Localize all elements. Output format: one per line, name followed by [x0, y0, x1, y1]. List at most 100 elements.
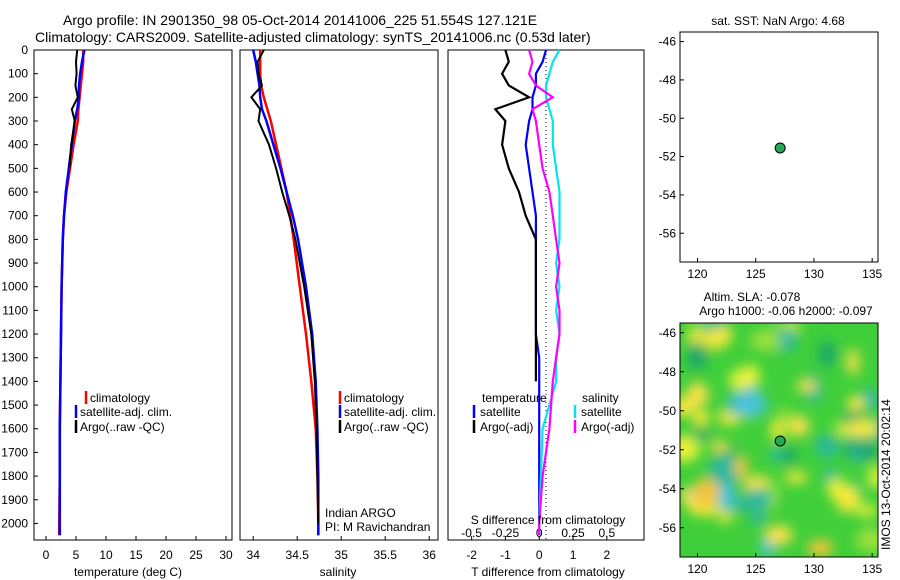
difference-xlabel-top: S difference from climatology [471, 513, 626, 527]
sla-blob [782, 446, 798, 465]
legend-climatology-label: climatology [90, 391, 150, 405]
y-tick-label: -54 [659, 188, 677, 202]
x-tick-label: 0 [536, 548, 543, 562]
series-line-satellite-adj-clim- [58, 49, 86, 536]
depth-tick-label: 1300 [1, 351, 28, 365]
sla-axes: 120 125 130 135 -46 -48 -50 -52 -54 -56 [659, 326, 883, 576]
salinity-legend: climatology satellite-adj. clim. Argo(..… [338, 391, 436, 434]
series-line-salinity-argo-adj- [527, 49, 561, 536]
y-tick-label: -48 [659, 73, 677, 87]
sla-blob [846, 396, 865, 412]
sla-blob [728, 369, 754, 391]
sla-plot-area [679, 322, 879, 558]
s-tick-label: -0.25 [492, 526, 520, 540]
sla-blob [686, 382, 709, 407]
x-tick-label: 135 [862, 267, 882, 281]
salinity-xlabel: salinity [320, 565, 357, 579]
depth-tick-label: 600 [8, 185, 28, 199]
depth-tick-label: 700 [8, 209, 28, 223]
sla-blob [690, 429, 713, 440]
sla-blob [846, 418, 878, 438]
depth-tick-label: 1000 [1, 280, 28, 294]
x-tick-label: 0 [43, 548, 50, 562]
difference-xlabel: T difference from climatology [471, 565, 625, 579]
y-tick-label: -54 [659, 482, 677, 496]
depth-tick-label: 1400 [1, 374, 28, 388]
sla-blob [850, 449, 865, 463]
x-tick-label: 120 [687, 267, 707, 281]
sla-blob [686, 341, 708, 371]
difference-series [493, 49, 561, 536]
legend-argo-label: Argo(..raw -QC) [80, 420, 165, 434]
title-line2: Climatology: CARS2009. Satellite-adjuste… [35, 29, 591, 45]
x-tick-label: 36 [423, 548, 437, 562]
sla-blob [817, 341, 837, 367]
depth-tick-label: 2000 [1, 516, 28, 530]
x-tick-label: 5 [73, 548, 80, 562]
sla-blob [855, 527, 878, 553]
sla-blob [708, 455, 743, 485]
sla-map: Altim. SLA: -0.078 Argo h1000: -0.06 h20… [659, 290, 893, 576]
sla-blob [764, 525, 793, 545]
sla-blob [769, 446, 785, 462]
legend-t-argo-label: Argo(-adj) [480, 420, 533, 434]
x-tick-label: 34.5 [286, 548, 310, 562]
depth-tick-label: 500 [8, 161, 28, 175]
depth-tick-label: 400 [8, 138, 28, 152]
sla-blob [796, 379, 817, 392]
title-line1: Argo profile: IN 2901350_98 05-Oct-2014 … [63, 12, 537, 28]
sla-blob [847, 348, 860, 376]
sla-blob [784, 471, 809, 484]
legend-salinity-title: salinity [582, 391, 619, 405]
sla-title-line2: Argo h1000: -0.06 h2000: -0.097 [699, 304, 873, 318]
depth-tick-label: 1100 [2, 303, 28, 317]
legend-satellite-label: satellite-adj. clim. [344, 405, 436, 419]
difference-panel: -2 -1 0 1 2-0.5 -0.25 0 0.25 0.5 T difference fr… [447, 49, 645, 579]
sla-title-line1: Altim. SLA: -0.078 [704, 290, 801, 304]
sla-blob [693, 477, 720, 508]
x-tick-label: 35 [335, 548, 349, 562]
series-line-temperature-argo-adj- [493, 49, 538, 382]
sla-blobs [680, 323, 878, 557]
legend-argo-label: Argo(..raw -QC) [344, 420, 429, 434]
y-tick-label: -56 [659, 521, 677, 535]
temperature-legend: climatology satellite-adj. clim. Argo(..… [74, 391, 172, 434]
location-title: sat. SST: NaN Argo: 4.68 [711, 14, 845, 28]
sla-blob [775, 328, 799, 342]
y-tick-label: -50 [659, 111, 677, 125]
depth-tick-label: 1200 [1, 327, 28, 341]
s-tick-label: 0.5 [598, 526, 615, 540]
sla-blob [734, 455, 749, 479]
legend-s-argo-label: Argo(-adj) [581, 420, 634, 434]
sla-blob [692, 408, 710, 427]
sla-blob [699, 323, 727, 330]
x-tick-label: 2 [603, 548, 610, 562]
argo-location-marker[interactable] [774, 142, 786, 154]
sla-blob [788, 415, 810, 437]
x-tick-label: 125 [746, 267, 766, 281]
legend-s-satellite-label: satellite [581, 405, 622, 419]
sla-blob [814, 435, 840, 458]
sla-argo-marker[interactable] [774, 435, 786, 447]
x-tick-label: 130 [804, 562, 824, 576]
difference-legend: temperature salinity satellite Argo(-adj… [472, 391, 634, 434]
x-tick-label: 15 [129, 548, 143, 562]
salinity-annotation-line1: Indian ARGO [325, 506, 396, 520]
y-tick-label: -46 [659, 35, 677, 49]
x-tick-label: -2 [466, 548, 477, 562]
y-tick-label: -46 [659, 326, 677, 340]
temperature-depth-axis: 0 100 200 300 400 500 600 700 800 900 1000 1100 1200… [1, 43, 452, 530]
x-tick-label: 135 [862, 562, 882, 576]
series-line-temperature-satellite [524, 49, 548, 536]
x-tick-label: 25 [189, 548, 203, 562]
depth-tick-label: 1600 [1, 422, 28, 436]
depth-tick-label: 1500 [1, 398, 28, 412]
sla-blob [835, 484, 861, 513]
sla-blob [742, 488, 773, 509]
temperature-series [57, 49, 86, 536]
y-tick-label: -52 [659, 150, 677, 164]
sla-blob [750, 508, 767, 526]
salinity-x-axis: 34 34.5 35 35.5 36 [247, 536, 437, 562]
depth-tick-label: 800 [8, 232, 28, 246]
